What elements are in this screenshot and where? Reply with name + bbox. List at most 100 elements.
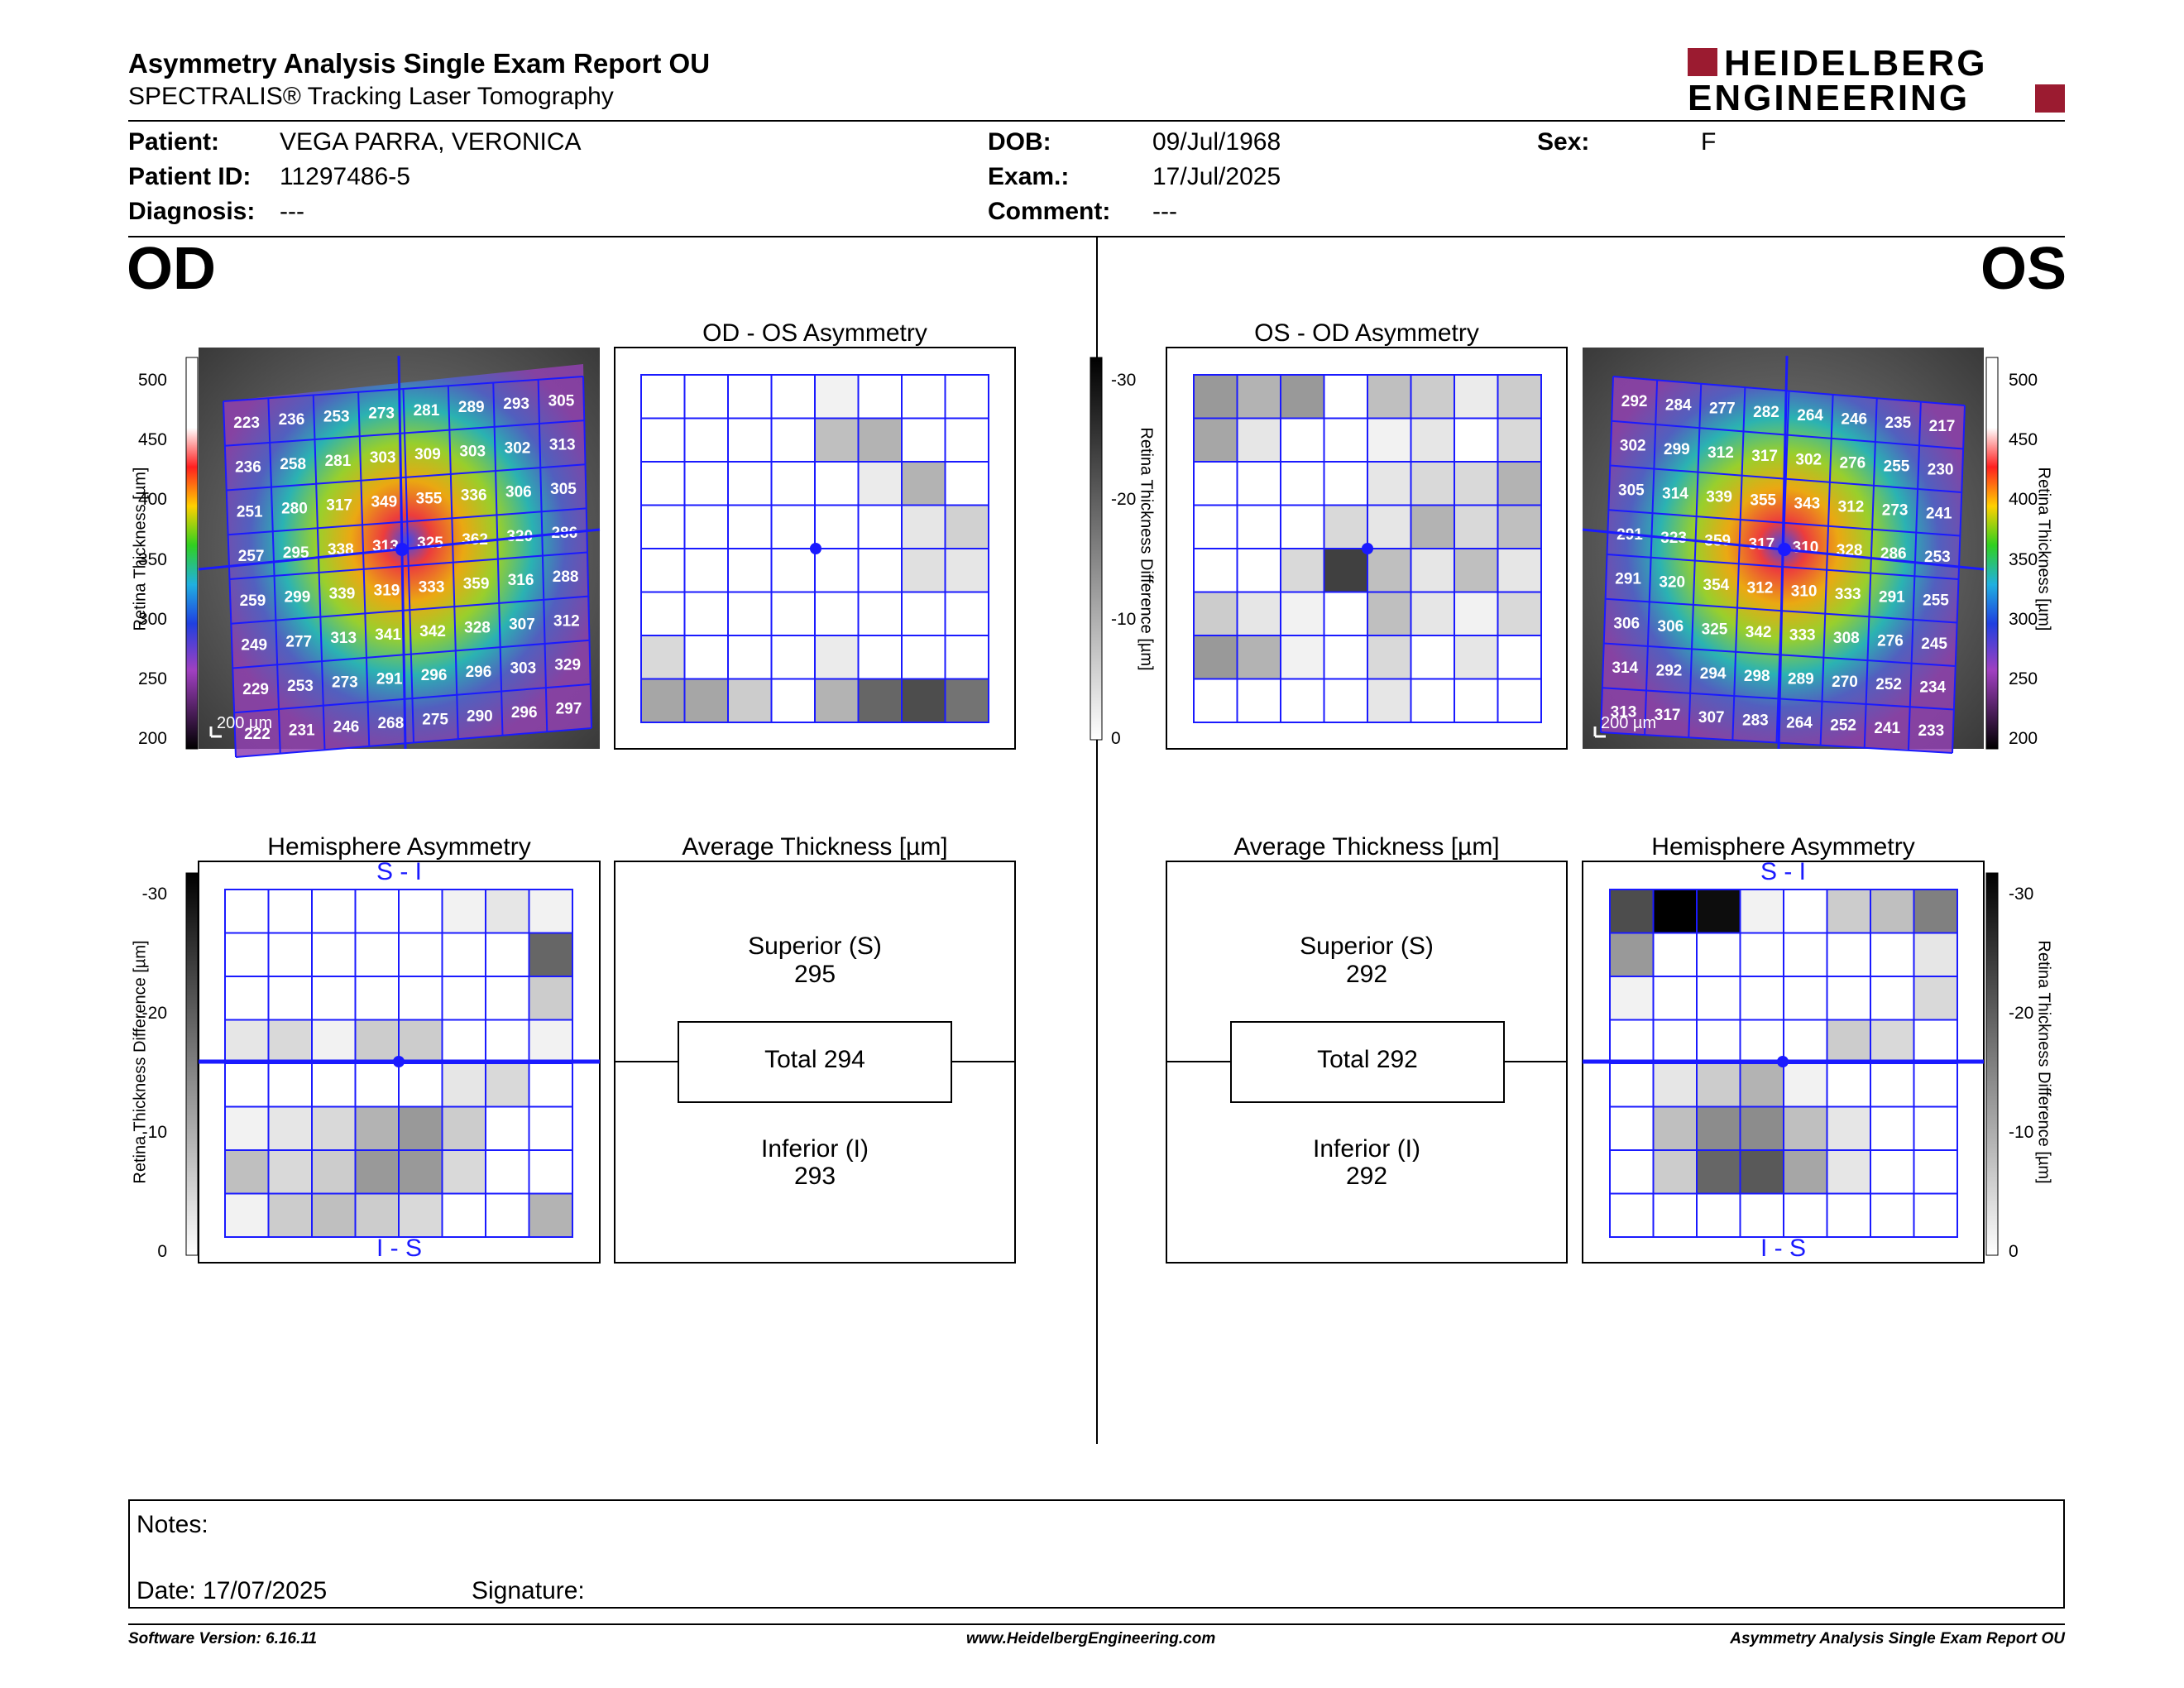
tick-label: 0 (1111, 729, 1121, 748)
od-asym-cell (901, 635, 946, 680)
od-superior-value: 295 (793, 961, 836, 988)
os-asym-cell (1454, 678, 1499, 723)
dob-value: 09/Jul/1968 (1152, 128, 1281, 156)
os-asym-cell (1497, 591, 1542, 636)
od-asym-cell (901, 504, 946, 549)
os-hemi-cell (1783, 1062, 1828, 1108)
od-hemi-cell (267, 932, 313, 977)
asym-difference-colorbar (1090, 357, 1103, 741)
os-thickness-value: 302 (1795, 451, 1822, 468)
os-hemi-cell (1913, 1062, 1958, 1108)
od-asym-cell (814, 635, 860, 680)
od-thickness-value: 305 (548, 392, 575, 410)
od-thickness-value: 336 (461, 487, 487, 505)
os-hemi-cell (1913, 1149, 1958, 1195)
notes-box[interactable]: Notes: Date: 17/07/2025 Signature: (128, 1499, 2065, 1609)
od-hemi-cell (441, 1192, 486, 1238)
patient-label: Patient: (128, 128, 220, 156)
od-thickness-value: 251 (237, 503, 263, 520)
od-hemi-cell (441, 889, 486, 934)
os-hemi-cell (1870, 1149, 1915, 1195)
os-asym-cell (1280, 548, 1325, 593)
od-hemi-cell (267, 1192, 313, 1238)
os-thickness-value: 234 (1919, 679, 1946, 697)
os-thickness-value: 246 (1841, 411, 1867, 429)
od-asym-cell (640, 548, 686, 593)
od-thickness-value: 328 (464, 620, 491, 637)
od-asym-cell (814, 548, 860, 593)
os-asym-cell (1454, 374, 1499, 420)
os-thickness-value: 333 (1789, 626, 1816, 644)
od-thickness-value: 268 (377, 715, 404, 732)
od-asym-cell (770, 374, 816, 420)
os-thickness-value: 291 (1879, 589, 1905, 607)
od-hemi-cell (311, 1105, 357, 1151)
od-inferior-value: 293 (793, 1163, 836, 1190)
od-thickness-value: 316 (508, 572, 534, 589)
os-asym-cell (1497, 504, 1542, 549)
od-thickness-value: 246 (333, 718, 360, 736)
os-avg-title: Average Thickness [µm] (1233, 833, 1500, 861)
od-thickness-value: 275 (422, 712, 448, 729)
os-thickness-value: 230 (1928, 462, 1954, 479)
os-thickness-value: 252 (1875, 676, 1902, 693)
os-asym-cell (1454, 461, 1499, 506)
logo-square-bottom (2035, 84, 2065, 113)
os-hemi-cell (1783, 1019, 1828, 1064)
footer-version: Software Version: 6.16.11 (128, 1630, 318, 1647)
od-hemi-cell (485, 1149, 530, 1195)
os-hemi-cell (1609, 1019, 1655, 1064)
os-hemi-cell (1609, 1105, 1655, 1151)
os-hemi-top-label: S - I (1760, 858, 1806, 885)
os-asym-cell (1410, 461, 1455, 506)
od-hemi-title: Hemisphere Asymmetry (267, 833, 531, 861)
os-thickness-value: 312 (1747, 580, 1774, 597)
os-hemi-cell (1652, 976, 1698, 1021)
os-asym-cell (1367, 504, 1412, 549)
od-asym-cell (814, 678, 860, 723)
od-hemi-cell (528, 1019, 573, 1064)
asym-difference-axis-label: Retina Thickness Difference [µm] (1137, 427, 1156, 671)
footer-website[interactable]: www.HeidelbergEngineering.com (966, 1630, 1216, 1647)
od-asym-cell (727, 417, 773, 463)
od-hemi-cell (267, 976, 313, 1021)
os-hemi-cell (1696, 1062, 1741, 1108)
od-thickness-value: 229 (242, 681, 269, 698)
os-asym-cell (1410, 417, 1455, 463)
od-hemi-cell (267, 1105, 313, 1151)
os-hemi-cell (1870, 1105, 1915, 1151)
tick-label: -30 (2009, 885, 2034, 904)
diagnosis-value: --- (280, 198, 304, 225)
od-thickness-value: 333 (419, 578, 445, 596)
od-asym-cell (814, 417, 860, 463)
tick-label: 350 (137, 549, 167, 569)
os-thickness-value: 235 (1885, 415, 1912, 432)
os-thickness-value: 286 (1880, 545, 1907, 563)
patient-id-label: Patient ID: (128, 163, 251, 190)
od-hemi-cell (267, 1019, 313, 1064)
os-thickness-value: 306 (1658, 618, 1684, 635)
os-hemi-cell (1609, 932, 1655, 977)
os-total-value: Total 292 (1317, 1046, 1418, 1073)
od-asym-cell (944, 417, 989, 463)
od-asym-cell (901, 678, 946, 723)
os-asym-cell (1497, 678, 1542, 723)
os-hemi-cell (1783, 932, 1828, 977)
od-total-value: Total 294 (764, 1046, 865, 1073)
comment-label: Comment: (988, 198, 1111, 225)
os-asym-cell (1497, 461, 1542, 506)
os-hemi-cell (1826, 1105, 1871, 1151)
os-thickness-value: 306 (1613, 615, 1640, 632)
os-thickness-value: 245 (1921, 635, 1947, 653)
od-hemi-cell (311, 1149, 357, 1195)
os-hemi-cell (1696, 1149, 1741, 1195)
od-asym-cell (944, 504, 989, 549)
od-asym-cell (683, 417, 729, 463)
od-hemi-cell (267, 1062, 313, 1108)
os-thickness-value: 312 (1707, 444, 1734, 462)
od-asym-cell (944, 548, 989, 593)
od-hemi-cell (267, 889, 313, 934)
os-thickness-value: 241 (1926, 505, 1952, 522)
od-asym-cell (683, 635, 729, 680)
os-hemi-cell (1783, 976, 1828, 1021)
